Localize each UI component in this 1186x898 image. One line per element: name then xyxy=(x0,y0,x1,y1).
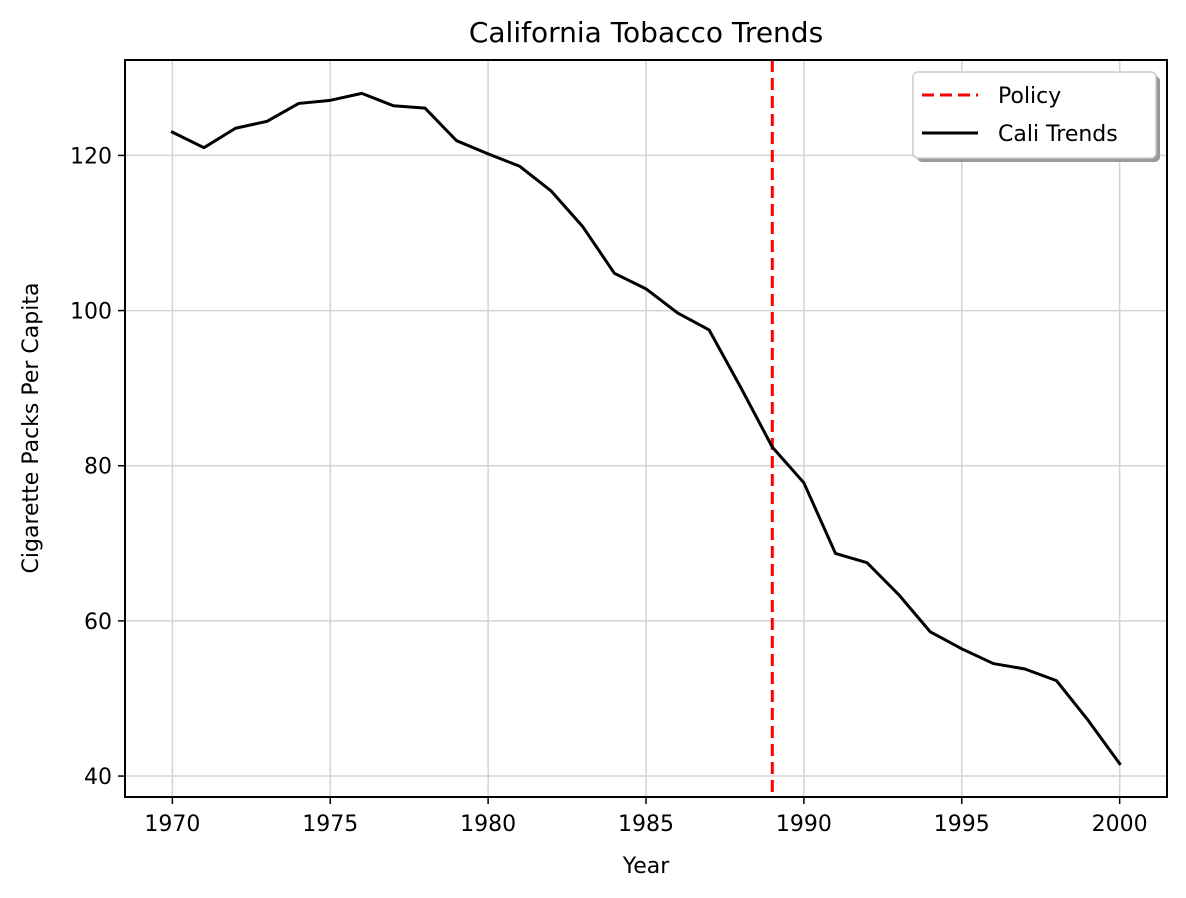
x-tick-label: 1975 xyxy=(302,812,358,837)
chart-title: California Tobacco Trends xyxy=(469,16,823,49)
y-tick-label: 40 xyxy=(84,765,112,790)
series-line-cali-trends xyxy=(170,91,1122,766)
x-tick-label: 1970 xyxy=(144,812,200,837)
x-tick-label: 1985 xyxy=(618,812,674,837)
legend-label-policy: Policy xyxy=(998,84,1061,109)
y-tick-label: 60 xyxy=(84,610,112,635)
y-axis: 40 60 80 100 120 xyxy=(70,144,125,790)
y-tick-label: 80 xyxy=(84,455,112,480)
y-axis-label: Cigarette Packs Per Capita xyxy=(19,283,44,574)
y-tick-label: 100 xyxy=(70,300,112,325)
x-tick-label: 2000 xyxy=(1092,812,1148,837)
series-group xyxy=(170,91,1122,766)
x-tick-label: 1980 xyxy=(460,812,516,837)
y-tick-label: 120 xyxy=(70,144,112,169)
grid xyxy=(125,60,1167,797)
legend-label-cali-trends: Cali Trends xyxy=(998,122,1118,147)
legend-box xyxy=(912,71,1157,159)
x-tick-label: 1995 xyxy=(934,812,990,837)
x-tick-label: 1990 xyxy=(776,812,832,837)
x-axis-label: Year xyxy=(622,854,671,879)
x-axis: 1970 1975 1980 1985 1990 1995 2000 xyxy=(144,797,1148,837)
legend: Policy Cali Trends xyxy=(912,71,1157,159)
